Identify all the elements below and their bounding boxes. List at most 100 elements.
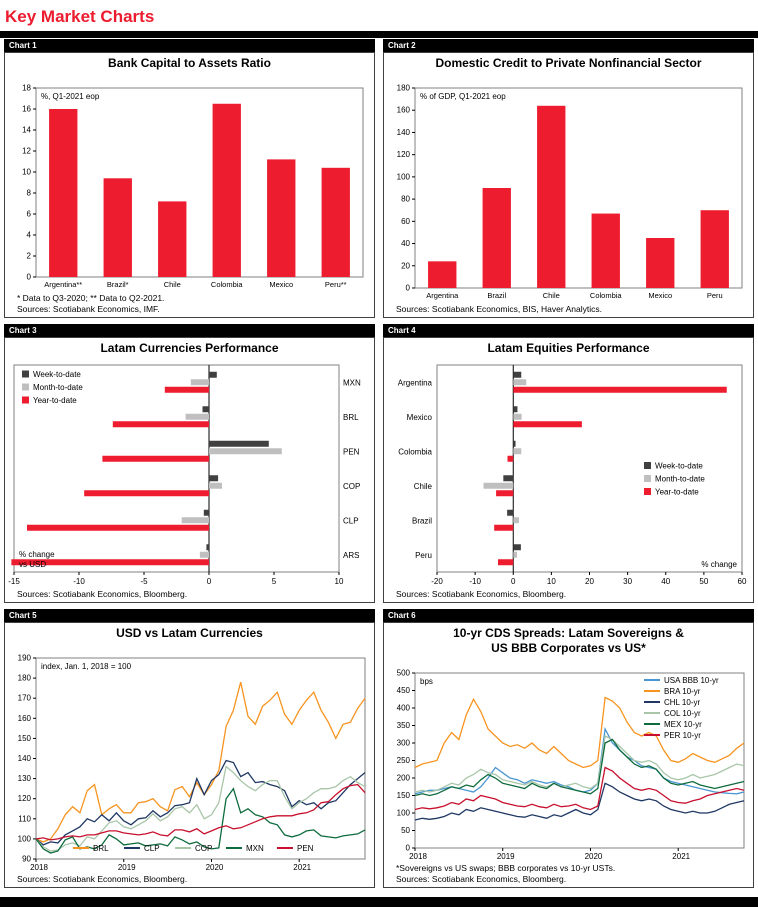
chart2-notes: Sources: Scotiabank Economics, BIS, Have… (384, 304, 753, 317)
svg-text:BRA 10-yr: BRA 10-yr (664, 687, 701, 696)
chart5-title: USD vs Latam Currencies (116, 626, 263, 640)
svg-text:% of GDP, Q1-2021 eop: % of GDP, Q1-2021 eop (420, 92, 506, 101)
svg-text:100: 100 (397, 809, 411, 818)
svg-text:Peru**: Peru** (325, 280, 347, 289)
svg-text:140: 140 (18, 754, 32, 763)
svg-text:%, Q1-2021 eop: %, Q1-2021 eop (41, 92, 100, 101)
svg-text:500: 500 (397, 669, 411, 678)
svg-text:2: 2 (27, 252, 32, 261)
page-footer-bar (0, 897, 758, 907)
svg-text:120: 120 (18, 794, 32, 803)
chart3-title: Latam Currencies Performance (100, 341, 279, 355)
svg-text:30: 30 (623, 577, 632, 586)
svg-text:0: 0 (406, 284, 411, 293)
svg-text:400: 400 (397, 704, 411, 713)
svg-text:index, Jan. 1, 2018 = 100: index, Jan. 1, 2018 = 100 (41, 662, 132, 671)
svg-text:8: 8 (27, 189, 32, 198)
chart-panel-1: Chart 1 Bank Capital to Assets Ratio 0 2 4… (4, 39, 375, 318)
svg-text:Week-to-date: Week-to-date (655, 462, 703, 471)
svg-text:20: 20 (585, 577, 594, 586)
svg-text:170: 170 (18, 694, 32, 703)
page-header: Key Market Charts (0, 0, 758, 38)
chart6-tag: Chart 6 (383, 609, 754, 622)
chart4-title: Latam Equities Performance (487, 341, 650, 355)
chart1-tag: Chart 1 (4, 39, 375, 52)
chart1-title: Bank Capital to Assets Ratio (108, 56, 271, 70)
chart3-sources: Sources: Scotiabank Economics, Bloomberg… (17, 589, 188, 599)
svg-text:2020: 2020 (585, 852, 603, 861)
svg-text:Mexico: Mexico (648, 291, 672, 300)
svg-text:BRL: BRL (343, 413, 359, 422)
svg-text:180: 180 (397, 84, 411, 93)
svg-text:180: 180 (18, 674, 32, 683)
svg-text:20: 20 (401, 261, 410, 270)
svg-text:% change: % change (19, 550, 55, 559)
svg-text:Colombia: Colombia (398, 447, 432, 456)
chart6-title: 10-yr CDS Spreads: Latam Sovereigns & US… (453, 626, 684, 655)
svg-text:90: 90 (22, 855, 31, 864)
svg-text:Mexico: Mexico (407, 413, 433, 422)
svg-text:200: 200 (397, 774, 411, 783)
svg-text:Peru: Peru (415, 551, 432, 560)
chart6-plot: 0 50 100 150 200 250 300 350 400 450 500 2018 2019 20… (397, 669, 745, 861)
svg-text:80: 80 (401, 195, 410, 204)
svg-text:100: 100 (397, 172, 411, 181)
chart-panel-4: Chart 4 Latam Equities Performance -20 -1… (383, 324, 754, 603)
svg-text:Argentina: Argentina (426, 291, 459, 300)
svg-text:450: 450 (397, 686, 411, 695)
title-rule (0, 31, 758, 38)
chart5-notes: Sources: Scotiabank Economics, Bloomberg… (5, 874, 374, 887)
svg-text:Chile: Chile (164, 280, 181, 289)
svg-text:2019: 2019 (118, 863, 136, 872)
svg-text:MEX 10-yr: MEX 10-yr (664, 720, 702, 729)
svg-text:Year-to-date: Year-to-date (655, 488, 699, 497)
svg-text:190: 190 (18, 654, 32, 663)
chart2-tag: Chart 2 (383, 39, 754, 52)
svg-text:-10: -10 (73, 577, 85, 586)
chart2-plot: 0 20 40 60 80 100 120 140 160 180 Argentina Brazil C… (397, 84, 743, 300)
svg-text:0: 0 (406, 844, 411, 853)
chart4-notes: Sources: Scotiabank Economics, Bloomberg… (384, 589, 753, 602)
svg-text:-10: -10 (469, 577, 481, 586)
svg-text:4: 4 (27, 231, 32, 240)
svg-text:0: 0 (207, 577, 212, 586)
svg-text:-20: -20 (431, 577, 443, 586)
svg-text:MXN: MXN (246, 844, 264, 853)
chart5-tag: Chart 5 (4, 609, 375, 622)
chart3-plot: -15 -10 -5 0 5 10 MXN BRL PEN COP CLP ARS Week-to-da… (8, 364, 361, 586)
svg-text:0: 0 (27, 273, 32, 282)
svg-text:Mexico: Mexico (269, 280, 293, 289)
chart6-sources: Sources: Scotiabank Economics, Bloomberg… (396, 874, 567, 884)
svg-text:100: 100 (18, 834, 32, 843)
svg-text:18: 18 (22, 84, 31, 93)
svg-text:Brazil: Brazil (487, 291, 506, 300)
svg-text:Argentina: Argentina (398, 378, 433, 387)
svg-text:% change: % change (701, 560, 737, 569)
svg-text:CLP: CLP (144, 844, 160, 853)
svg-text:Colombia: Colombia (211, 280, 244, 289)
svg-text:USA BBB 10-yr: USA BBB 10-yr (664, 676, 719, 685)
chart-panel-3: Chart 3 Latam Currencies Performance -15… (4, 324, 375, 603)
chart4-sources: Sources: Scotiabank Economics, Bloomberg… (396, 589, 567, 599)
page-title: Key Market Charts (5, 7, 155, 26)
charts-grid: Chart 1 Bank Capital to Assets Ratio 0 2 4… (0, 38, 758, 888)
svg-text:MXN: MXN (343, 378, 361, 387)
svg-text:40: 40 (401, 239, 410, 248)
svg-text:350: 350 (397, 721, 411, 730)
svg-text:150: 150 (397, 791, 411, 800)
svg-text:16: 16 (22, 105, 31, 114)
chart5-box: USD vs Latam Currencies 90 100 110 120 130 14… (4, 622, 375, 888)
svg-text:Peru: Peru (707, 291, 723, 300)
chart4-box: Latam Equities Performance -20 -10 0 10 20 30… (383, 337, 754, 603)
svg-text:Argentina**: Argentina** (44, 280, 82, 289)
svg-text:10: 10 (22, 168, 31, 177)
svg-text:Week-to-date: Week-to-date (33, 370, 81, 379)
svg-text:Chile: Chile (414, 482, 433, 491)
svg-text:110: 110 (18, 814, 31, 823)
svg-text:CLP: CLP (343, 516, 359, 525)
svg-text:COL 10-yr: COL 10-yr (664, 709, 701, 718)
svg-text:2018: 2018 (30, 863, 48, 872)
svg-text:Month-to-date: Month-to-date (655, 475, 705, 484)
chart2-title: Domestic Credit to Private Nonfinancial … (435, 56, 702, 70)
svg-text:2019: 2019 (497, 852, 515, 861)
